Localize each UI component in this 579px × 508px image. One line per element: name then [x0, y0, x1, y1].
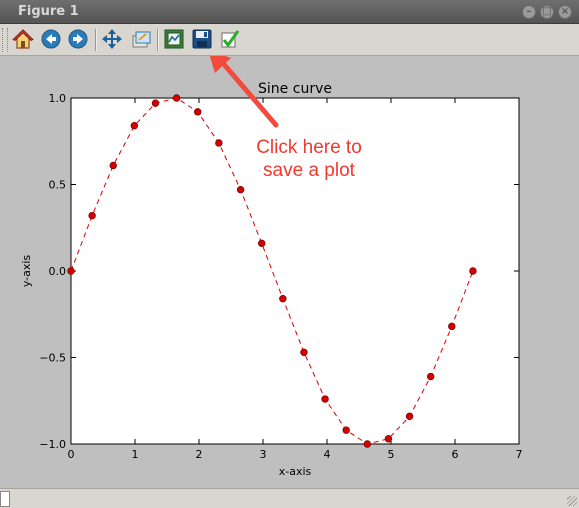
home-icon [12, 29, 34, 49]
data-point [236, 185, 245, 194]
data-point [469, 267, 477, 275]
x-tick-label: 4 [324, 448, 331, 461]
save-button[interactable] [190, 27, 214, 51]
home-button[interactable] [11, 27, 35, 51]
x-tick-label: 3 [260, 448, 267, 461]
pan-icon [102, 29, 122, 49]
maximize-icon[interactable]: □ [540, 5, 554, 19]
navigation-toolbar [0, 24, 579, 56]
status-bar [0, 488, 579, 508]
subplots-config-icon [164, 29, 184, 49]
data-point [300, 348, 308, 357]
x-tick-label: 1 [132, 448, 139, 461]
axes-frame [70, 97, 520, 445]
resize-grip[interactable] [567, 496, 577, 506]
data-point [215, 139, 223, 147]
back-icon [41, 29, 61, 49]
close-icon[interactable]: × [558, 5, 572, 19]
data-point [279, 294, 287, 303]
subplots-config-button[interactable] [162, 27, 186, 51]
data-point [172, 94, 181, 102]
toolbar-separator [157, 29, 159, 51]
x-tick-label: 6 [452, 448, 459, 461]
plot-canvas: Sine curve x-axis y-axis 0 1 2 3 4 5 6 7 1.0 0.5 0… [20, 56, 523, 478]
annotation-line-2: save a plot [263, 160, 355, 181]
data-point [130, 121, 139, 130]
toolbar-grip[interactable] [2, 28, 8, 52]
zoom-button[interactable] [129, 27, 153, 51]
series-line [70, 97, 474, 445]
data-point [426, 372, 435, 381]
data-point [109, 161, 117, 170]
data-point [67, 267, 75, 275]
data-point [151, 99, 160, 107]
window-title: Figure 1 [18, 4, 79, 19]
window-titlebar: Figure 1 – □ × [0, 0, 579, 24]
data-point [448, 322, 456, 331]
data-point [405, 412, 414, 421]
save-icon [192, 29, 212, 49]
y-tick-label: 1.0 [49, 92, 67, 105]
x-axis-label: x-axis [279, 465, 312, 478]
y-tick-label: −1.0 [39, 438, 66, 451]
data-point [384, 435, 393, 443]
data-point [363, 440, 372, 448]
y-axis-label: y-axis [20, 255, 33, 288]
annotation-text: Click here to save a plot [236, 136, 382, 182]
x-tick-label: 5 [388, 448, 395, 461]
y-tick-label: 0.0 [49, 265, 67, 278]
data-point [321, 395, 329, 403]
forward-icon [68, 29, 88, 49]
chart-title: Sine curve [258, 81, 332, 97]
toolbar-separator [95, 29, 97, 51]
back-button[interactable] [39, 27, 63, 51]
y-tick-label: −0.5 [39, 352, 66, 365]
data-point [258, 239, 266, 248]
data-point [194, 108, 202, 116]
forward-button[interactable] [66, 27, 90, 51]
x-tick-label: 0 [68, 448, 75, 461]
status-message-field [0, 491, 10, 507]
annotation-arrow [209, 56, 279, 128]
x-tick-label: 7 [516, 448, 523, 461]
edit-parameters-button[interactable] [218, 27, 242, 51]
data-point [88, 211, 96, 220]
pan-button[interactable] [100, 27, 124, 51]
y-tick-label: 0.5 [49, 179, 67, 192]
edit-parameters-icon [221, 30, 240, 48]
figure-canvas[interactable]: Sine curve x-axis y-axis 0 1 2 3 4 5 6 7 1.0 0.5 0… [0, 56, 579, 488]
zoom-icon [132, 31, 151, 48]
x-tick-label: 2 [196, 448, 203, 461]
data-point [342, 426, 350, 434]
annotation-line-1: Click here to [256, 137, 362, 158]
minimize-icon[interactable]: – [522, 5, 536, 19]
